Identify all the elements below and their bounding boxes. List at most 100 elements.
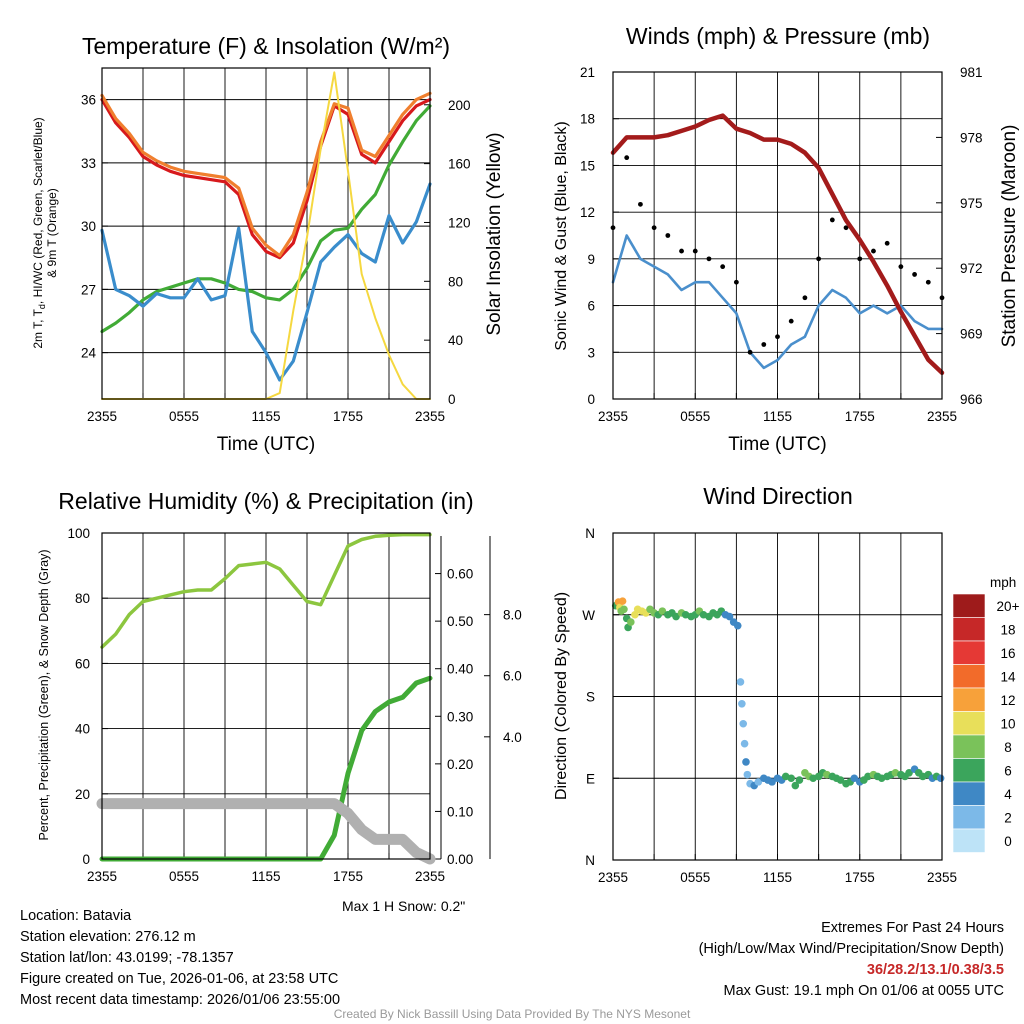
direction-xtick-label: 2355 [598,870,628,885]
winds-xtick-label: 1155 [763,409,792,424]
wind-ytick-label: 18 [580,112,595,127]
gust-point [692,248,698,254]
gust-point [802,295,808,301]
direction-point [658,607,667,615]
temperature-xtick-label: 2355 [87,409,117,424]
extremes-legend: (High/Low/Max Wind/Precipitation/Snow De… [698,941,1004,957]
temperature-xtick-label: 1755 [333,409,363,424]
direction-xtick-label: 1155 [763,870,792,885]
direction-point [836,776,845,784]
gust-point [638,201,643,207]
humidity-ytick-label: 60 [75,656,90,671]
wind-ytick-label: 12 [580,205,595,220]
humidity-ylabel: Percent, Precipitation (Green), & Snow D… [37,549,51,840]
winds-xtick-label: 1755 [845,409,875,424]
gust-point [884,240,890,246]
gust-point [624,155,630,161]
colorbar-swatch [952,687,986,712]
direction-title: Wind Direction [703,483,853,509]
colorbar-label: 14 [1000,670,1016,685]
direction-point [627,618,635,626]
pressure-ytick-label: 966 [960,392,983,407]
precip-ytick-label: 0.10 [447,804,473,819]
gust-point [706,256,712,262]
snow-ytick-label: 6.0 [503,669,522,684]
insolation-ytick-label: 160 [448,157,471,172]
pressure-ylabel: Station Pressure (Maroon) [999,125,1020,348]
temperature-xlabel: Time (UTC) [217,434,316,455]
gust-point [816,256,822,262]
wind-ytick-label: 15 [580,158,595,173]
gust-point [733,279,739,285]
extremes-values: 36/28.2/13.1/0.38/3.5 [866,962,1004,978]
direction-point [620,605,628,614]
humidity-frame [101,532,431,860]
latlon-text: Station lat/lon: 43.0199; -78.1357 [20,950,234,966]
colorbar-label: 16 [1000,646,1015,661]
direction-xtick-label: 0555 [680,870,710,885]
credit-text: Created By Nick Bassill Using Data Provi… [333,1007,691,1021]
wind-ytick-label: 3 [587,345,595,360]
gust-point [651,225,657,231]
colorbar-title: mph [990,575,1016,590]
colorbar-label: 0 [1004,834,1012,849]
snow-ytick-label: 8.0 [503,608,522,623]
humidity-xtick-label: 0555 [169,869,199,884]
direction-ytick-label: S [586,690,595,705]
colorbar-swatch [952,758,986,783]
colorbar-label: 10 [1000,717,1015,732]
winds-title: Winds (mph) & Pressure (mb) [626,23,930,49]
humidity-ytick-label: 100 [67,526,90,541]
insolation-ytick-label: 120 [448,215,471,230]
gust-point [925,279,931,285]
precip-ytick-label: 0.40 [447,662,473,677]
winds-frame [612,71,943,400]
created-text: Figure created on Tue, 2026-01-06, at 23… [20,971,339,987]
humidity-xtick-label: 1155 [251,869,280,884]
wind-ylabel: Sonic Wind & Gust (Blue, Black) [553,121,570,350]
direction-ytick-label: N [585,853,595,868]
insolation-ytick-label: 40 [448,333,463,348]
gust-point [775,334,780,340]
insolation-ylabel: Solar Insolation (Yellow) [484,132,505,335]
direction-point [672,612,680,621]
gust-point [829,217,835,223]
direction-point [742,758,750,766]
series-td [100,104,432,334]
pressure-ytick-label: 975 [960,196,983,211]
pressure-ytick-label: 972 [960,261,983,276]
direction-point [754,778,763,786]
colorbar-swatch [952,828,986,853]
gust-point [898,264,904,270]
temperature-xtick-label: 2355 [415,409,445,424]
direction-point [768,778,776,786]
colorbar-label: 4 [1004,787,1012,802]
direction-point [905,769,913,777]
direction-point [791,781,800,790]
temperature-ytick-label: 33 [81,156,96,171]
series-9m-t [100,91,432,258]
humidity-ytick-label: 0 [82,852,90,867]
insolation-ytick-label: 0 [448,392,456,407]
direction-frame [612,532,943,861]
temperature-ylabel-line2: & 9m T (Orange) [45,188,59,278]
series-relative-humidity [100,532,432,649]
colorbar-label: 20+ [997,599,1020,614]
humidity-ytick-label: 20 [75,787,90,802]
max-snow-note: Max 1 H Snow: 0.2" [342,898,466,914]
temperature-ytick-label: 24 [81,346,97,361]
gust-point [747,349,753,355]
humidity-xtick-label: 2355 [415,869,445,884]
direction-ylabel: Direction (Colored By Speed) [553,592,570,800]
elevation-text: Station elevation: 276.12 m [20,929,196,945]
series-hi-wc [100,182,432,382]
station-info: Location: Batavia Station elevation: 276… [20,906,340,1011]
direction-point [787,774,796,783]
pressure-ytick-label: 981 [960,65,983,80]
colorbar-swatch [952,805,986,830]
direction-point [733,621,742,630]
wind-ytick-label: 21 [580,65,595,80]
temperature-ytick-label: 27 [81,282,96,297]
recent-data-text: Most recent data timestamp: 2026/01/06 2… [20,992,341,1008]
